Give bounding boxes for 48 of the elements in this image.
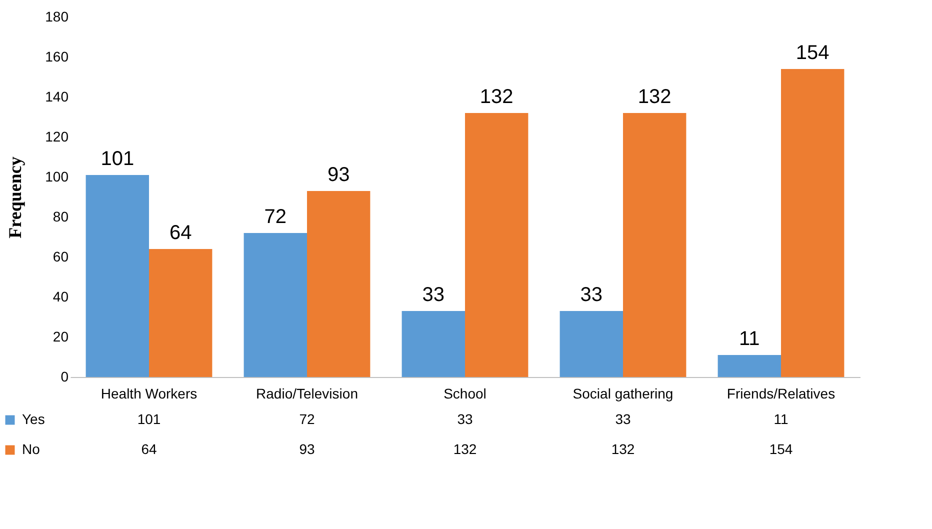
data-label: 64 — [141, 441, 157, 457]
data-label: 101 — [137, 411, 161, 427]
y-tick-label: 0 — [60, 368, 69, 384]
data-label: 132 — [453, 441, 477, 457]
annotation: 132 — [480, 86, 514, 108]
data-label: 33 — [457, 411, 473, 427]
legend-label: No — [22, 441, 40, 457]
x-tick-label: School — [444, 386, 486, 402]
x-tick-label: Social gathering — [572, 386, 674, 402]
legend-label: Yes — [22, 411, 45, 427]
bar — [465, 113, 528, 377]
y-tick-label: 160 — [45, 48, 69, 64]
annotation: 33 — [422, 284, 445, 306]
data-label: 93 — [299, 441, 315, 457]
bar — [560, 311, 623, 377]
bar — [623, 113, 686, 377]
y-tick-label: 120 — [45, 128, 69, 144]
annotation: 132 — [638, 86, 672, 108]
data-label: 132 — [611, 441, 635, 457]
data-label: 72 — [299, 411, 315, 427]
bar — [781, 69, 844, 377]
data-label: 11 — [774, 411, 788, 427]
bar — [149, 249, 212, 377]
bar — [244, 233, 307, 377]
y-tick-label: 140 — [45, 88, 69, 104]
annotation: 11 — [739, 328, 760, 350]
y-tick-label: 60 — [52, 248, 69, 264]
annotation: 64 — [169, 222, 192, 244]
y-tick-label: 20 — [52, 328, 69, 344]
y-axis-title: Frequency — [5, 156, 26, 238]
annotation: 154 — [796, 42, 830, 64]
bar — [307, 191, 370, 377]
y-tick-label: 180 — [45, 8, 69, 24]
annotation: 101 — [100, 148, 134, 170]
y-tick-label: 40 — [52, 288, 69, 304]
annotation: 72 — [264, 206, 287, 228]
x-tick-label: Health Workers — [100, 386, 198, 402]
annotation: 33 — [580, 284, 603, 306]
y-tick-label: 80 — [52, 208, 69, 224]
data-label: 154 — [769, 441, 793, 457]
x-tick-label: Radio/Television — [256, 386, 358, 402]
bar — [86, 175, 149, 377]
bar — [718, 355, 781, 377]
bar — [402, 311, 465, 377]
data-label: 33 — [615, 411, 631, 427]
x-tick-label: Friends/Relatives — [726, 386, 836, 402]
y-tick-label: 100 — [45, 168, 69, 184]
annotation: 93 — [327, 164, 350, 186]
